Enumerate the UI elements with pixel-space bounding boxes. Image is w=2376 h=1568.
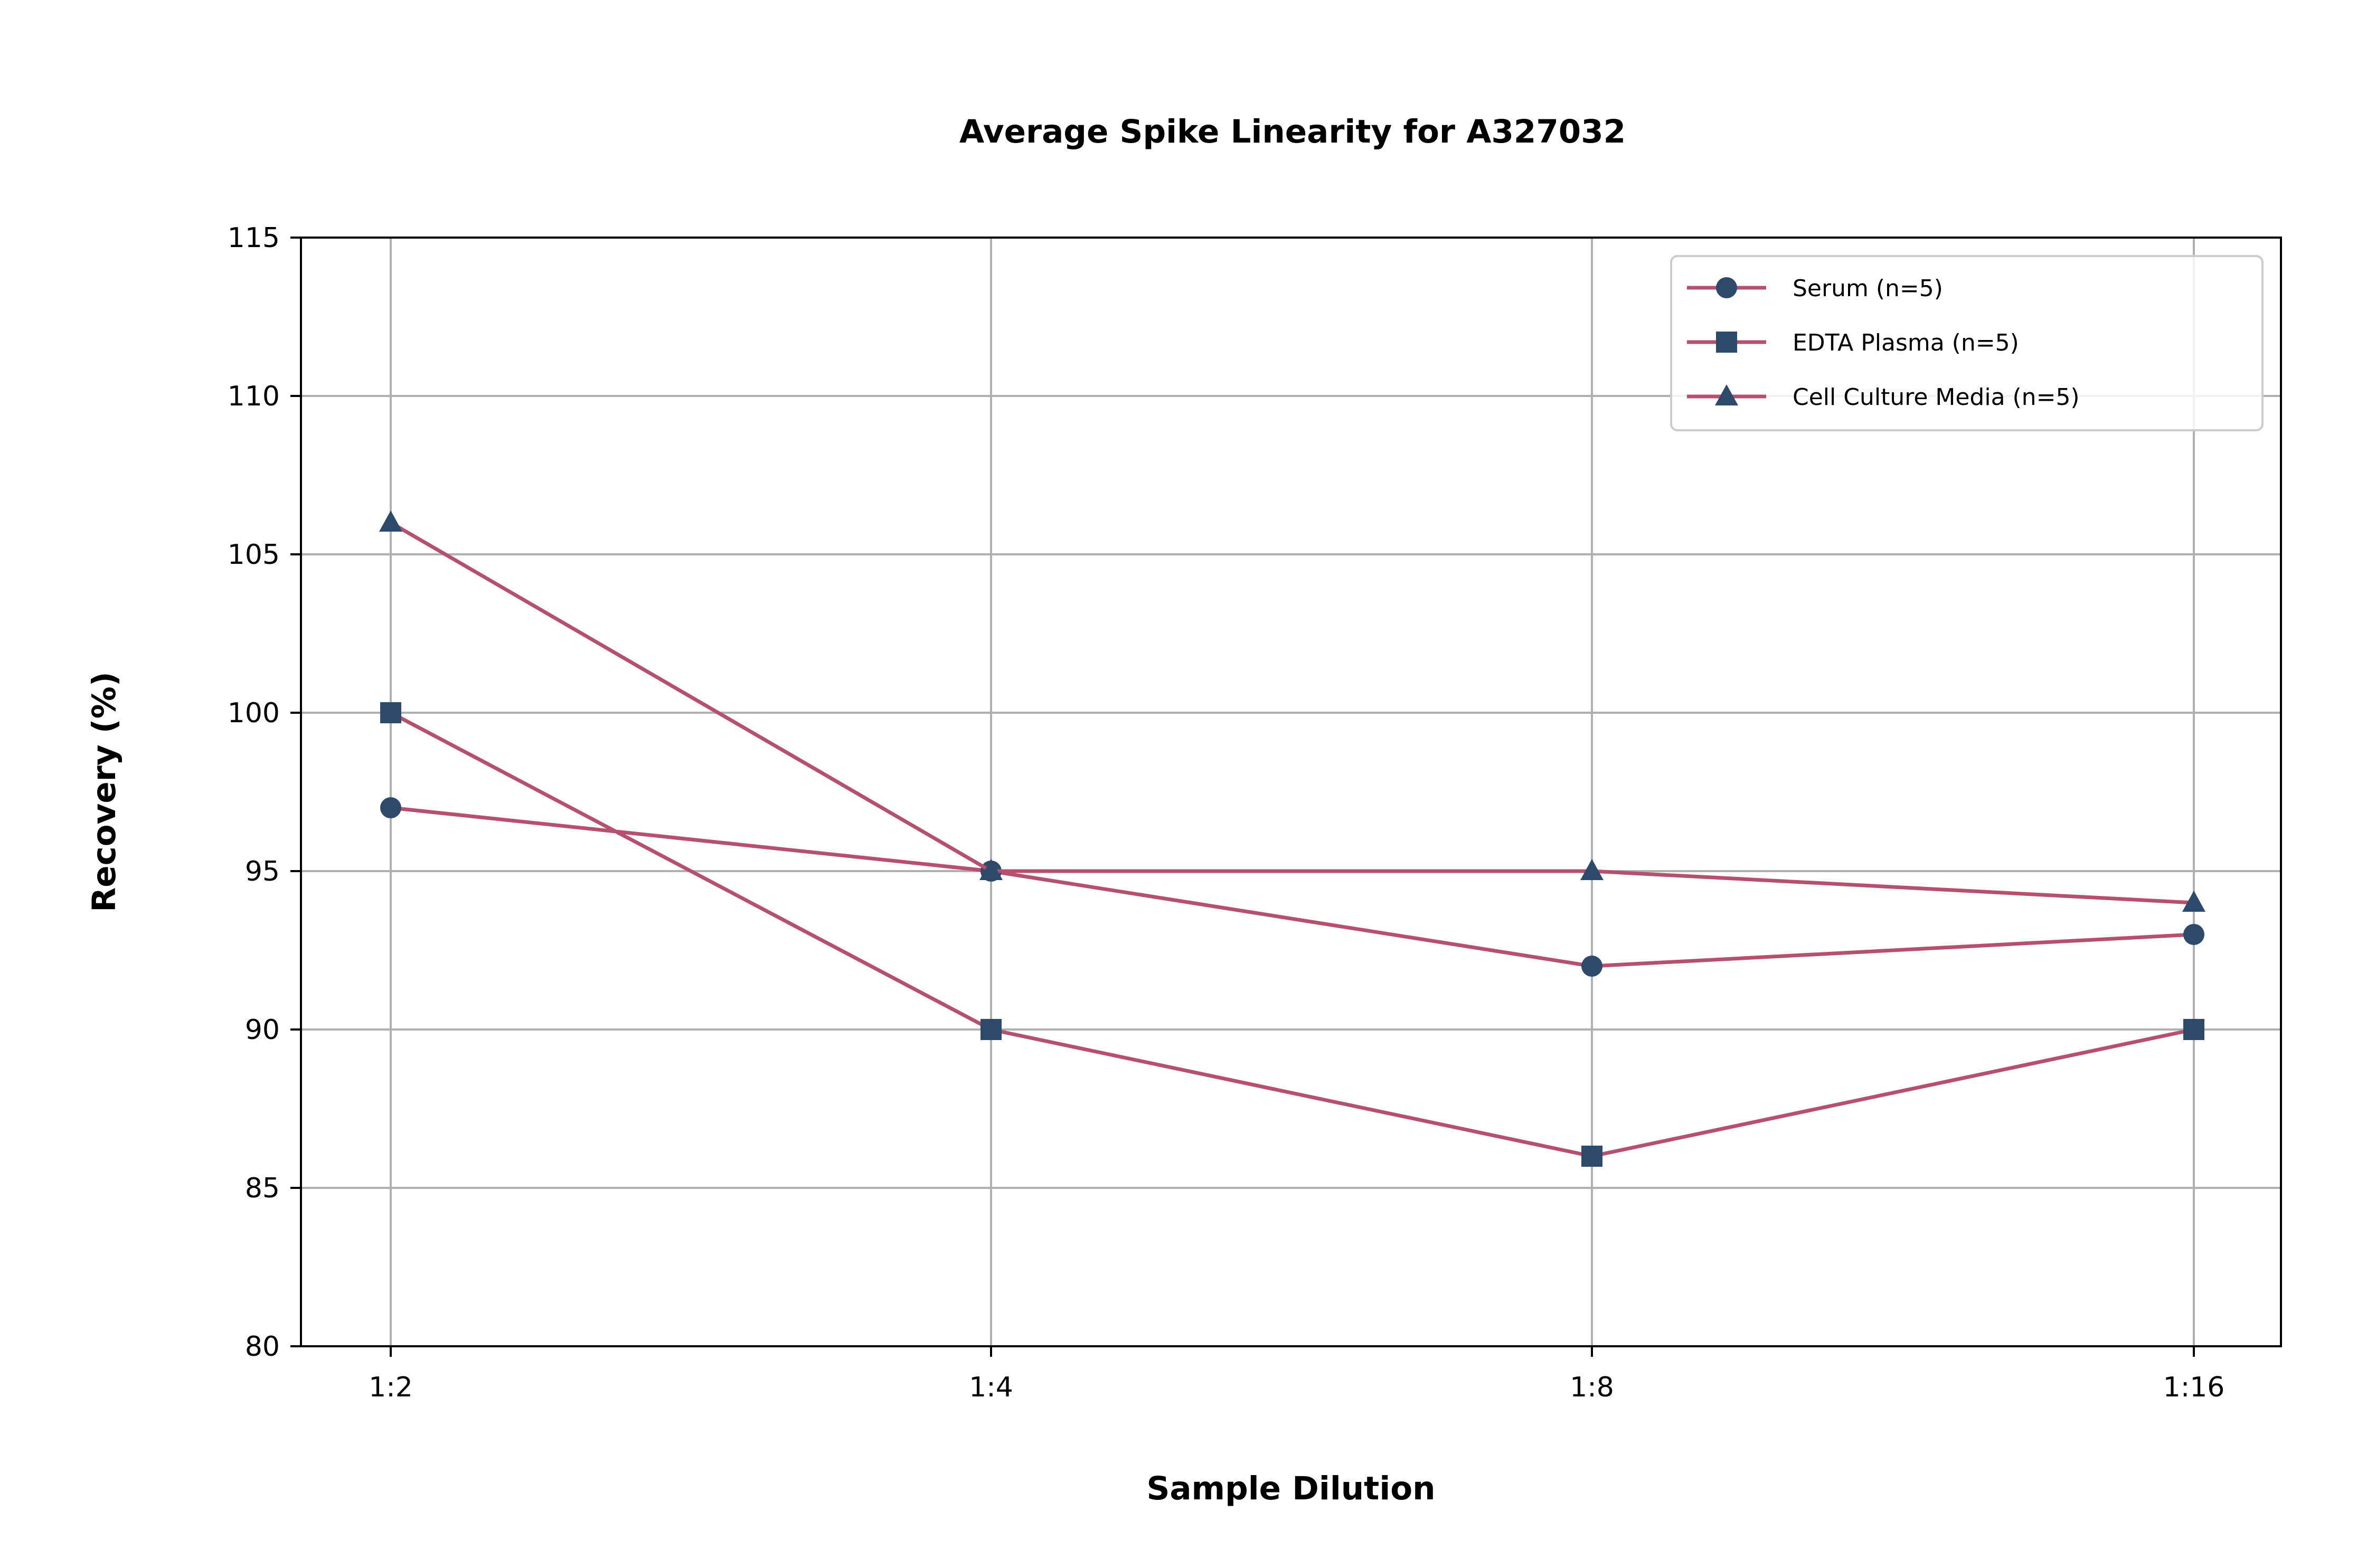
series-line xyxy=(390,521,2194,905)
data-point-square xyxy=(2183,1019,2204,1040)
legend-marker-square xyxy=(1716,332,1737,353)
data-point-triangle xyxy=(1580,859,1604,880)
x-tick-label: 1:16 xyxy=(2163,1372,2225,1403)
legend-marker-circle xyxy=(1716,277,1737,298)
series-line xyxy=(390,806,2194,968)
legend: Serum (n=5) EDTA Plasma (n=5) Cell Culture… xyxy=(1670,255,2264,431)
y-axis-label: Recovery (%) xyxy=(86,672,123,912)
legend-label: Cell Culture Media (n=5) xyxy=(1793,384,2080,411)
y-tick-label: 105 xyxy=(228,539,280,571)
legend-marker-triangle xyxy=(1715,384,1738,405)
legend-entry: Serum (n=5) xyxy=(1687,275,1943,302)
axis-ticks: 80 85 90 95 100 105 110 115 1:2 1:4 1:8 1:16 xyxy=(228,222,2225,1403)
y-tick-label: 90 xyxy=(245,1014,280,1046)
legend-box xyxy=(1670,255,2264,431)
chart-title: Average Spike Linearity for A327032 xyxy=(959,113,1626,150)
series-square xyxy=(380,702,2204,1167)
y-tick-label: 80 xyxy=(245,1331,280,1363)
x-tick-label: 1:8 xyxy=(1570,1372,1614,1403)
y-tick-label: 100 xyxy=(228,697,280,729)
data-point-triangle xyxy=(2182,891,2205,912)
data-point-triangle xyxy=(979,859,1003,880)
legend-entry: EDTA Plasma (n=5) xyxy=(1687,329,2019,356)
y-tick-label: 110 xyxy=(228,381,280,412)
data-point-square xyxy=(980,1019,1002,1040)
y-tick-label: 85 xyxy=(245,1173,280,1204)
series-circle xyxy=(380,797,2204,977)
x-tick-label: 1:2 xyxy=(369,1372,413,1403)
x-tick-label: 1:4 xyxy=(969,1372,1013,1403)
data-point-square xyxy=(1581,1146,1602,1167)
series-layer xyxy=(379,511,2205,1167)
x-axis-label: Sample Dilution xyxy=(1146,1470,1435,1507)
data-point-triangle xyxy=(379,511,402,532)
data-point-circle xyxy=(2183,924,2204,945)
series-triangle xyxy=(379,511,2205,912)
y-tick-label: 115 xyxy=(228,222,280,254)
series-line xyxy=(390,711,2194,1158)
y-tick-label: 95 xyxy=(245,856,280,887)
legend-label: EDTA Plasma (n=5) xyxy=(1793,329,2019,356)
legend-label: Serum (n=5) xyxy=(1793,275,1943,302)
legend-entry: Cell Culture Media (n=5) xyxy=(1687,384,2080,411)
data-point-square xyxy=(380,702,401,723)
data-point-circle xyxy=(380,797,401,818)
plot-frame xyxy=(300,237,2282,1347)
data-point-circle xyxy=(1581,956,1602,977)
